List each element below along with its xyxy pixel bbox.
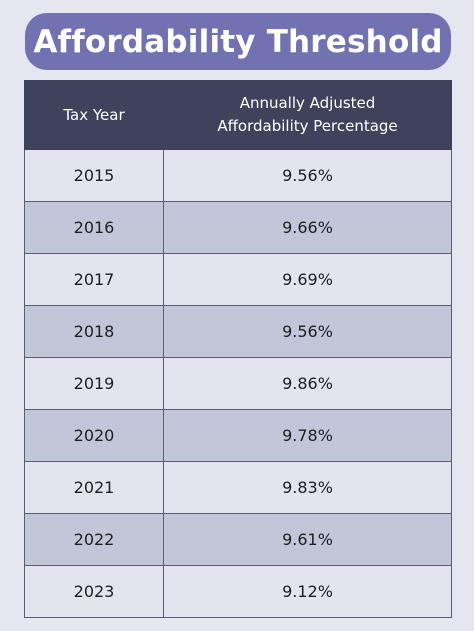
table-row: 2021 9.83% xyxy=(24,461,452,514)
header-tax-year: Tax Year xyxy=(24,80,164,150)
title-banner: Affordability Threshold xyxy=(25,13,451,70)
percentage-cell: 9.56% xyxy=(163,305,452,358)
table-row: 2019 9.86% xyxy=(24,357,452,410)
table-row: 2020 9.78% xyxy=(24,409,452,462)
year-cell: 2015 xyxy=(24,149,164,202)
year-cell: 2017 xyxy=(24,253,164,306)
header-row: Tax Year Annually Adjusted Affordability… xyxy=(24,80,452,150)
percentage-cell: 9.86% xyxy=(163,357,452,410)
year-cell: 2023 xyxy=(24,565,164,618)
percentage-cell: 9.78% xyxy=(163,409,452,462)
affordability-table: Tax Year Annually Adjusted Affordability… xyxy=(24,80,452,618)
table-row: 2015 9.56% xyxy=(24,149,452,202)
year-cell: 2020 xyxy=(24,409,164,462)
percentage-cell: 9.83% xyxy=(163,461,452,514)
table-row: 2017 9.69% xyxy=(24,253,452,306)
table-header: Tax Year Annually Adjusted Affordability… xyxy=(24,80,452,150)
year-cell: 2016 xyxy=(24,201,164,254)
table-row: 2016 9.66% xyxy=(24,201,452,254)
year-cell: 2019 xyxy=(24,357,164,410)
percentage-cell: 9.61% xyxy=(163,513,452,566)
table-row: 2022 9.61% xyxy=(24,513,452,566)
header-percentage-line-1: Annually Adjusted xyxy=(239,94,376,112)
year-cell: 2022 xyxy=(24,513,164,566)
year-cell: 2021 xyxy=(24,461,164,514)
header-affordability-percentage: Annually Adjusted Affordability Percenta… xyxy=(163,80,452,150)
percentage-cell: 9.12% xyxy=(163,565,452,618)
page-title: Affordability Threshold xyxy=(33,23,443,60)
year-cell: 2018 xyxy=(24,305,164,358)
header-percentage-line-2: Affordability Percentage xyxy=(217,117,398,135)
percentage-cell: 9.56% xyxy=(163,149,452,202)
percentage-cell: 9.69% xyxy=(163,253,452,306)
table-row: 2018 9.56% xyxy=(24,305,452,358)
percentage-cell: 9.66% xyxy=(163,201,452,254)
table-body: 2015 9.56% 2016 9.66% 2017 9.69% 2018 9.… xyxy=(24,149,452,618)
table-row: 2023 9.12% xyxy=(24,565,452,618)
